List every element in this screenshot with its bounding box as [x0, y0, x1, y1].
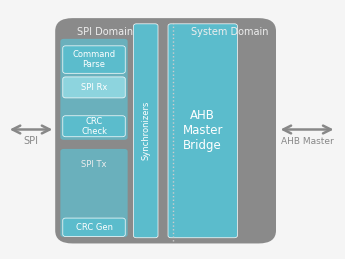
FancyBboxPatch shape — [63, 218, 125, 236]
Text: SPI Tx: SPI Tx — [81, 160, 107, 169]
Text: Command
Parse: Command Parse — [72, 50, 116, 69]
FancyBboxPatch shape — [63, 116, 125, 137]
FancyBboxPatch shape — [63, 77, 125, 98]
FancyBboxPatch shape — [168, 24, 237, 238]
Text: System Domain: System Domain — [191, 27, 268, 37]
Text: AHB Master: AHB Master — [281, 137, 333, 146]
FancyBboxPatch shape — [63, 46, 125, 73]
FancyBboxPatch shape — [60, 149, 128, 237]
Text: CRC Gen: CRC Gen — [76, 223, 112, 232]
FancyBboxPatch shape — [60, 39, 128, 140]
Text: SPI: SPI — [23, 136, 39, 146]
Text: CRC
Check: CRC Check — [81, 117, 107, 136]
Text: SPI Domain: SPI Domain — [77, 27, 133, 37]
Text: AHB
Master
Bridge: AHB Master Bridge — [183, 109, 223, 152]
FancyBboxPatch shape — [55, 18, 276, 243]
Text: Synchronizers: Synchronizers — [141, 101, 150, 161]
Text: SPI Rx: SPI Rx — [81, 83, 107, 92]
FancyBboxPatch shape — [134, 24, 158, 238]
